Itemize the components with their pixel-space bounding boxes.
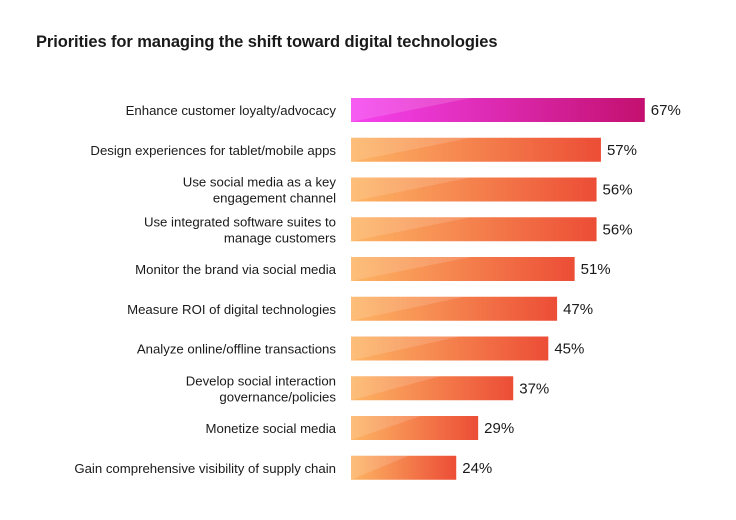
chart-title: Priorities for managing the shift toward… [36, 33, 498, 51]
category-label: Monetize social media [206, 421, 337, 436]
category-label: engagement channel [213, 191, 336, 206]
category-label: Gain comprehensive visibility of supply … [74, 461, 336, 476]
bar [351, 217, 597, 242]
bar-facet [351, 177, 471, 202]
category-label: Measure ROI of digital technologies [127, 302, 336, 317]
bar-row [351, 177, 597, 202]
value-label: 45% [554, 341, 584, 358]
category-label: Design experiences for tablet/mobile app… [90, 143, 336, 158]
bar-row [351, 376, 514, 401]
value-label: 56% [603, 221, 633, 238]
bar [351, 336, 549, 361]
category-label: Use social media as a key [183, 175, 337, 190]
value-label: 47% [563, 301, 593, 318]
bar-facet [351, 257, 471, 281]
bars-layer [351, 98, 645, 480]
value-label: 57% [607, 142, 637, 159]
bar-facet [351, 296, 465, 321]
bar-facet [351, 455, 409, 480]
bar-facet [351, 336, 460, 361]
value-label: 67% [651, 102, 681, 119]
bar-row [351, 416, 479, 440]
bar-facet [351, 416, 421, 440]
category-label: Monitor the brand via social media [135, 262, 337, 277]
category-label: Develop social interaction [186, 373, 336, 388]
bar-row [351, 257, 575, 281]
bar-row [351, 455, 457, 480]
category-label: manage customers [224, 230, 337, 245]
category-label: Use integrated software suites to [144, 214, 336, 229]
bar [351, 177, 597, 202]
bar [351, 257, 575, 281]
value-label: 51% [581, 261, 611, 278]
bar-row [351, 336, 549, 361]
bar [351, 416, 479, 440]
value-label: 24% [462, 460, 492, 477]
bar [351, 376, 514, 401]
bar-facet [351, 376, 441, 401]
bar-row [351, 98, 645, 122]
value-label: 37% [519, 380, 549, 397]
category-label: governance/policies [219, 389, 336, 404]
category-label: Enhance customer loyalty/advocacy [126, 103, 337, 118]
bar-highlighted [351, 98, 645, 122]
bar [351, 137, 601, 162]
bar-facet [351, 98, 471, 122]
bar-row [351, 296, 558, 321]
bar-facet [351, 137, 471, 162]
bar-row [351, 217, 597, 242]
bar [351, 455, 457, 480]
bar-row [351, 137, 601, 162]
bar [351, 296, 558, 321]
bar-facet [351, 217, 471, 242]
value-label: 56% [603, 182, 633, 199]
labels-layer: 67% Enhance customer loyalty/advocacy 57% D… [74, 102, 681, 477]
category-label: Analyze online/offline transactions [137, 342, 337, 357]
value-label: 29% [484, 420, 514, 437]
